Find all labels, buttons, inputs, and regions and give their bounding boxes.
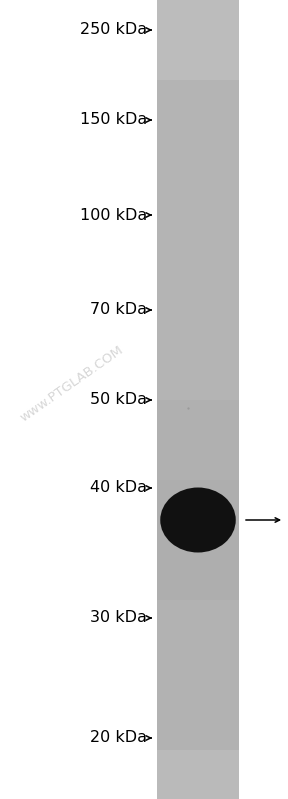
Bar (157, 0, 239, 80)
Text: 40 kDa: 40 kDa (90, 480, 147, 495)
Text: 100 kDa: 100 kDa (80, 208, 147, 222)
Bar (157, 750, 239, 799)
Bar (157, 600, 239, 750)
Text: 50 kDa: 50 kDa (90, 392, 147, 407)
Text: 150 kDa: 150 kDa (80, 113, 147, 128)
Text: www.PTGLAB.COM: www.PTGLAB.COM (18, 343, 126, 424)
Text: 70 kDa: 70 kDa (90, 303, 147, 317)
Bar (157, 480, 239, 600)
Bar (157, 400, 239, 480)
Text: 250 kDa: 250 kDa (80, 22, 147, 38)
Text: 20 kDa: 20 kDa (90, 730, 147, 745)
Ellipse shape (160, 487, 236, 552)
Bar (157, 0, 239, 799)
Bar (157, 80, 239, 400)
Text: 30 kDa: 30 kDa (90, 610, 147, 626)
